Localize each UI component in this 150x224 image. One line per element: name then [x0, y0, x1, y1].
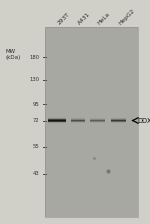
Text: 130: 130 — [30, 77, 40, 82]
Bar — [111, 121, 126, 122]
Bar — [71, 121, 85, 122]
Bar — [71, 118, 85, 119]
Bar — [90, 123, 105, 124]
Bar — [48, 121, 66, 122]
Bar — [90, 118, 105, 119]
Bar — [90, 121, 105, 122]
Text: 55: 55 — [33, 144, 40, 149]
Bar — [45, 27, 138, 217]
Text: HepG2: HepG2 — [118, 8, 136, 26]
Bar — [90, 122, 105, 123]
Bar — [90, 118, 105, 119]
Bar — [90, 120, 105, 121]
Bar — [48, 121, 66, 122]
Text: 72: 72 — [33, 118, 40, 123]
Text: 95: 95 — [33, 102, 40, 107]
Text: 293T: 293T — [56, 12, 70, 26]
Bar — [71, 117, 85, 118]
Bar — [71, 122, 85, 123]
Text: A431: A431 — [77, 11, 92, 26]
Bar — [111, 118, 126, 119]
Bar — [48, 120, 66, 121]
Bar — [111, 120, 126, 121]
Bar — [111, 123, 126, 124]
Bar — [48, 118, 66, 119]
Bar — [90, 117, 105, 118]
Bar — [71, 118, 85, 119]
Bar — [48, 123, 66, 124]
Text: 180: 180 — [30, 55, 40, 60]
Bar — [111, 117, 126, 118]
Bar — [48, 119, 66, 120]
Text: HeLa: HeLa — [97, 11, 111, 26]
Bar — [90, 121, 105, 122]
Bar — [48, 122, 66, 123]
Bar — [45, 27, 138, 217]
Bar — [71, 120, 85, 121]
Bar — [111, 122, 126, 123]
Text: DDX3: DDX3 — [137, 118, 150, 123]
Bar — [111, 118, 126, 119]
Text: MW
(kDa): MW (kDa) — [6, 49, 21, 60]
Bar — [71, 119, 85, 120]
Bar — [111, 119, 126, 120]
Bar — [111, 121, 126, 122]
Text: 43: 43 — [33, 171, 40, 176]
Bar — [90, 119, 105, 120]
Bar — [48, 118, 66, 119]
Bar — [71, 123, 85, 124]
Bar — [71, 121, 85, 122]
Bar — [48, 117, 66, 118]
